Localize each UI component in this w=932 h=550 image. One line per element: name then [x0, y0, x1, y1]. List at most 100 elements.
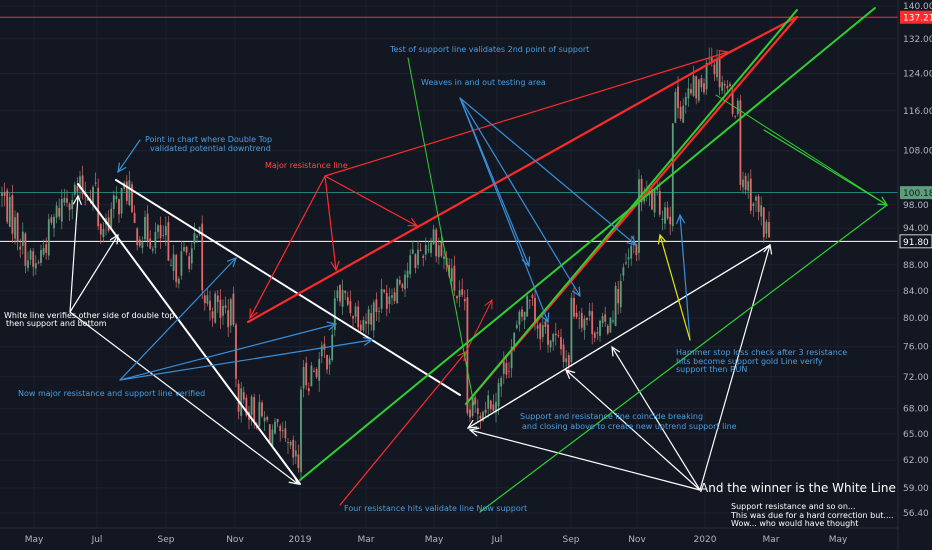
annotation-text: Hammer stop loss check after 3 resistanc… [676, 348, 847, 357]
candle-body [128, 180, 131, 206]
candle-body [448, 264, 451, 277]
candle-body [378, 310, 380, 312]
candle-body [310, 365, 313, 387]
candle-body [677, 86, 679, 108]
candle-body [692, 75, 695, 97]
candle-body [513, 332, 516, 350]
annotation-text: hits become support gold Line verify [676, 357, 823, 366]
annotation-text: And the winner is the White Line [700, 481, 896, 495]
red-arrow [339, 351, 467, 506]
candle-body [567, 355, 570, 367]
candle-body [721, 82, 724, 91]
candle-body [164, 226, 167, 236]
price-tick-label: 76.00 [903, 343, 929, 353]
red-arrow-head [330, 260, 340, 272]
candle-body [224, 305, 227, 308]
trend-lines [69, 7, 889, 513]
candle-body [653, 188, 656, 213]
candle-body [697, 79, 700, 101]
white-trend-line [77, 183, 301, 485]
candle-body [762, 207, 765, 238]
candle-body [367, 309, 370, 325]
candle-body [346, 297, 349, 305]
candle-body [323, 343, 326, 350]
candle-body [34, 263, 37, 269]
candle-body [357, 306, 360, 328]
price-tick-label: 108.00 [903, 147, 932, 157]
candle-body [739, 100, 742, 185]
blue-arrow [117, 139, 141, 173]
white-arrow [69, 234, 119, 313]
candle-body [528, 299, 531, 301]
price-tick-label: 140.00 [903, 2, 932, 12]
candle-body [661, 218, 664, 220]
candle-body [380, 288, 383, 309]
candle-body [443, 256, 445, 260]
candle-body [679, 106, 682, 119]
candle-body [635, 244, 638, 256]
candle-body [752, 203, 755, 207]
candle-body [723, 83, 726, 86]
candle-body [185, 246, 188, 253]
blue-arrow [119, 257, 237, 381]
candle-body [8, 197, 11, 227]
candle-body [554, 333, 557, 336]
candle-body [656, 187, 659, 190]
blue-arrow [679, 214, 691, 341]
candle-body [726, 85, 729, 89]
yellow-arrow-head [657, 233, 667, 245]
red-arrow-head [718, 50, 730, 59]
candle-body [47, 219, 50, 256]
green-vertical-line [407, 57, 475, 406]
candle-body [562, 344, 565, 362]
candle-body [523, 311, 526, 321]
candle-body [500, 377, 503, 387]
white-arrow-head [109, 233, 119, 245]
blue-arrow-head [226, 257, 237, 268]
candle-body [73, 184, 76, 195]
white-arrow [69, 311, 299, 485]
candle-body [398, 280, 401, 285]
candle-body [315, 369, 318, 378]
candle-body [237, 383, 240, 412]
candle-body [619, 281, 622, 308]
price-tick-label: 72.00 [903, 373, 929, 383]
candle-body [235, 324, 237, 379]
candle-body [201, 223, 204, 291]
candle-body [573, 297, 575, 317]
candle-body [271, 429, 274, 447]
candle-body [482, 411, 484, 421]
candle-body [146, 213, 149, 242]
price-tick-label: 132.00 [903, 35, 932, 45]
candle-body [458, 290, 461, 297]
candle-body [263, 417, 266, 422]
blue-arrow-head [626, 236, 638, 246]
candle-body [175, 254, 178, 282]
candle-body [422, 255, 425, 258]
candle-body [651, 189, 653, 210]
annotation-text: Wow... who would have thought [731, 519, 858, 528]
candle-body [385, 293, 388, 309]
candle-body [570, 297, 573, 363]
white-arrow [565, 369, 701, 491]
candle-body [214, 293, 217, 323]
candle-body [557, 335, 560, 337]
candle-body [359, 324, 362, 331]
candle-body [341, 289, 344, 307]
candle-body [255, 426, 258, 428]
candle-body [687, 88, 690, 99]
candle-body [125, 181, 128, 201]
candle-body [344, 290, 347, 294]
price-tick-label: 84.00 [903, 287, 929, 297]
time-tick-label: May [25, 535, 44, 545]
candle-body [133, 212, 136, 223]
candle-body [474, 397, 477, 404]
candle-body [141, 241, 144, 248]
candle-body [292, 439, 295, 458]
candle-body [700, 78, 703, 88]
candle-body [240, 388, 243, 416]
candle-body [430, 242, 432, 253]
candle-body [609, 317, 612, 333]
blue-arrow [119, 339, 373, 381]
price-tick-label: 80.00 [903, 314, 929, 324]
